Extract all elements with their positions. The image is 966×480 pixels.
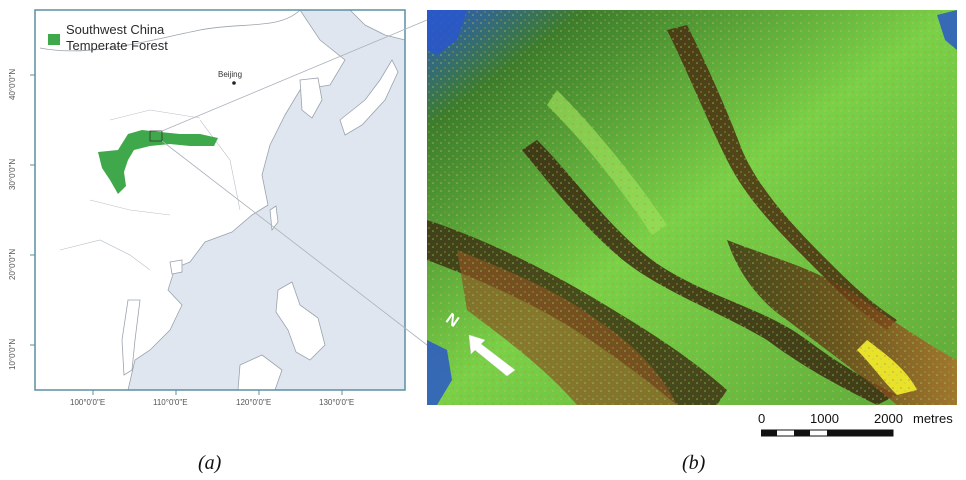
panel-b-caption: (b) — [682, 452, 706, 474]
land-mass-borneo — [237, 354, 283, 391]
lon-label-130: 130°0'0"E — [319, 398, 355, 407]
scale-unit: metres — [913, 411, 953, 426]
lon-label-100: 100°0'0"E — [70, 398, 106, 407]
terrain-map — [427, 10, 957, 405]
water-patch-sw — [427, 340, 452, 405]
overview-map — [0, 0, 420, 420]
scale-label-1000: 1000 — [810, 411, 839, 426]
water-patch-nw — [427, 10, 467, 55]
legend-swatch — [48, 34, 60, 45]
legend-label-line2: Temperate Forest — [66, 38, 168, 53]
lat-label-10: 10°0'0"N — [8, 338, 17, 370]
water-patch-e — [937, 10, 957, 50]
lon-label-120: 120°0'0"E — [236, 398, 272, 407]
city-label-beijing: Beijing — [218, 70, 243, 79]
land-mass-peninsula — [121, 299, 141, 376]
scale-label-2000: 2000 — [874, 411, 903, 426]
north-arrow — [468, 334, 516, 377]
scale-bar — [761, 429, 894, 437]
lat-label-20: 20°0'0"N — [8, 248, 17, 280]
lon-label-110: 110°0'0"E — [153, 398, 188, 407]
forest-region — [98, 130, 218, 194]
detail-box — [149, 130, 163, 142]
boundary-lines — [59, 109, 241, 271]
lat-ticks — [30, 74, 35, 346]
land-mass-hainan — [169, 259, 183, 275]
beijing-point — [232, 81, 236, 85]
lat-label-40: 40°0'0"N — [8, 68, 17, 100]
panel-a-caption: (a) — [198, 452, 222, 474]
legend-label-line1: Southwest China — [66, 22, 165, 37]
terrain-texture — [427, 10, 957, 405]
lat-label-30: 30°0'0"N — [8, 158, 17, 190]
lon-ticks — [92, 390, 343, 395]
scale-label-0: 0 — [758, 411, 766, 426]
